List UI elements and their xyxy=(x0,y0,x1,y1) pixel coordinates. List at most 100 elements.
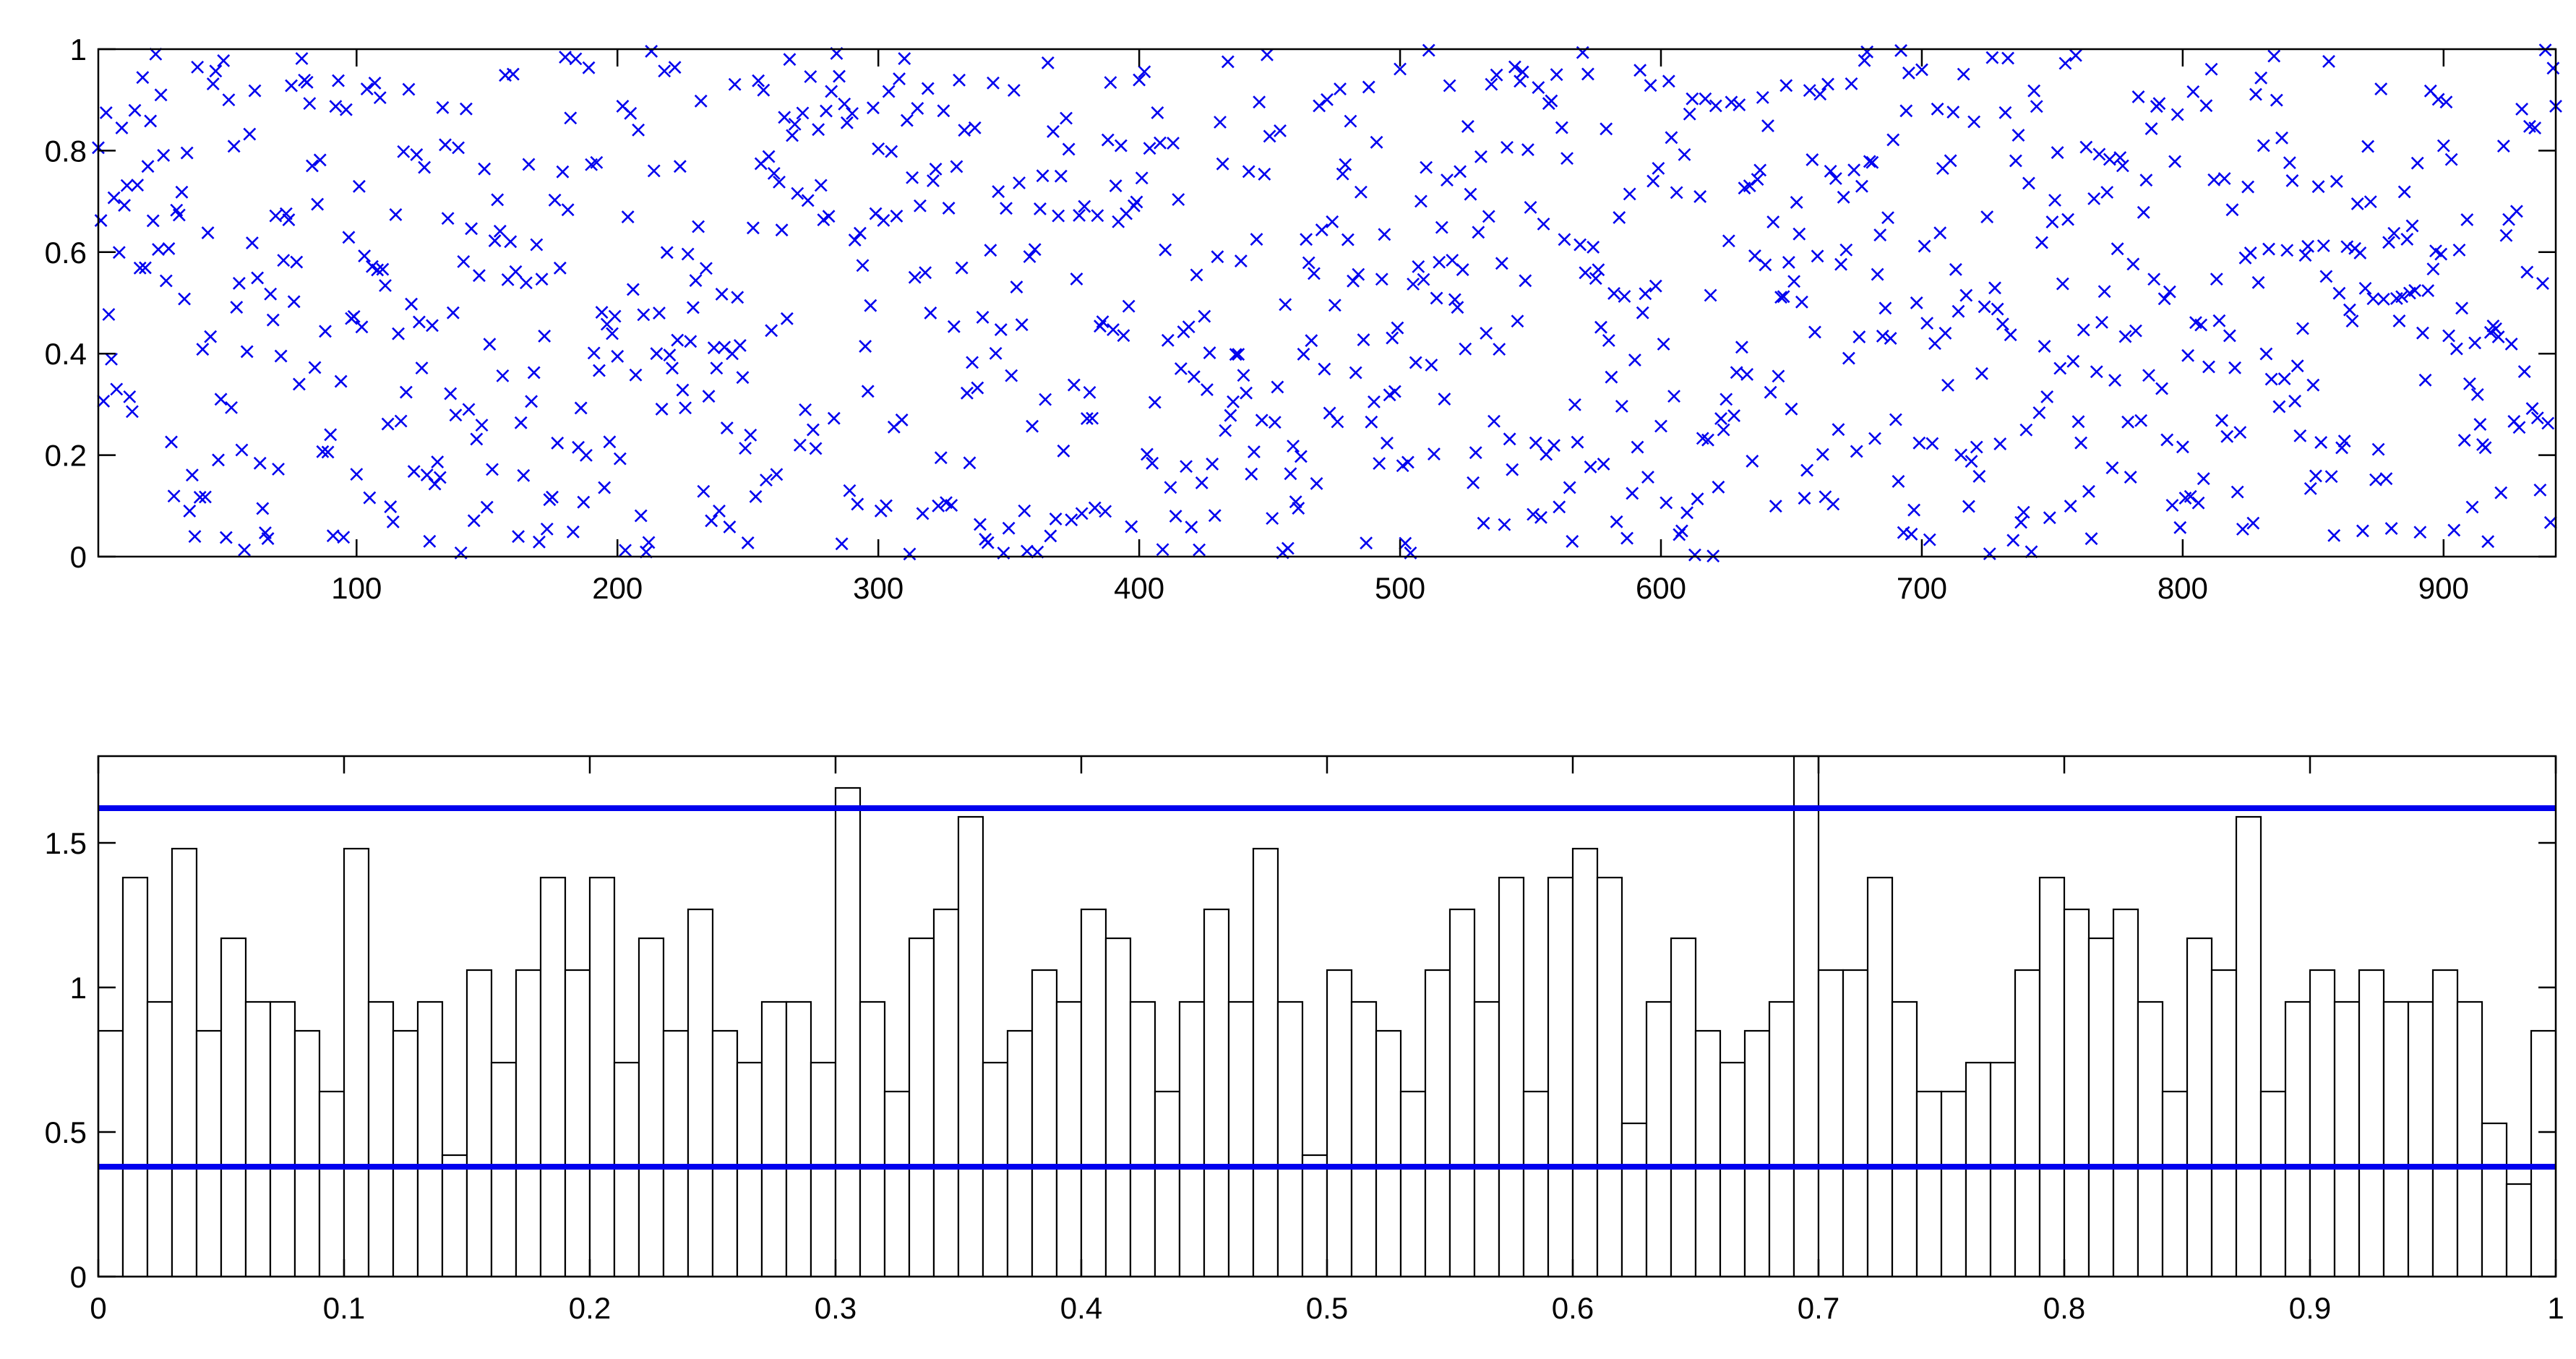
histogram-threshold-lines xyxy=(98,805,2556,1170)
scatter-point xyxy=(2259,347,2273,361)
scatter-point xyxy=(452,141,465,155)
scatter-point xyxy=(2168,155,2181,168)
scatter-point xyxy=(222,93,236,107)
scatter-point xyxy=(1918,239,1931,253)
x-tick-label: 0.3 xyxy=(815,1291,856,1325)
scatter-point xyxy=(246,236,259,249)
histogram-bar xyxy=(1080,908,1107,1278)
scatter-point xyxy=(700,262,713,275)
scatter-point xyxy=(1863,155,1876,168)
scatter-point xyxy=(459,102,473,116)
scatter-point xyxy=(1086,411,1099,425)
scatter-point xyxy=(1172,193,1185,206)
scatter-point xyxy=(509,265,523,278)
scatter-point xyxy=(1454,165,1467,179)
scatter-point xyxy=(2009,154,2022,168)
scatter-point xyxy=(219,531,233,544)
histogram-bar xyxy=(539,876,567,1278)
scatter-point xyxy=(1983,547,1996,561)
scatter-point xyxy=(2478,441,2492,455)
scatter-point xyxy=(1641,471,1654,484)
scatter-point xyxy=(1498,518,1511,531)
scatter-point xyxy=(2457,434,2471,447)
scatter-point xyxy=(1015,318,1029,332)
scatter-point xyxy=(1884,332,1897,346)
scatter-point xyxy=(624,106,637,120)
scatter-point xyxy=(1834,257,1847,271)
scatter-point xyxy=(1399,536,1412,550)
scatter-point xyxy=(1467,476,1480,489)
scatter-point xyxy=(835,537,849,551)
scatter-point xyxy=(2152,97,2166,111)
scatter-point xyxy=(1026,419,1039,433)
scatter-point xyxy=(895,413,909,426)
scatter-point xyxy=(1686,92,1699,106)
scatter-point xyxy=(1803,84,1816,98)
scatter-point xyxy=(1866,155,1879,169)
x-tick-label: 600 xyxy=(1636,571,1686,605)
scatter-point xyxy=(191,60,205,74)
scatter-point xyxy=(799,403,812,416)
histogram-bar xyxy=(1793,755,1820,1278)
scatter-point xyxy=(1433,255,1446,269)
scatter-point xyxy=(1414,194,1427,208)
scatter-point xyxy=(1813,87,1827,101)
histogram-bar xyxy=(1227,1000,1255,1278)
scatter-point xyxy=(402,82,416,96)
scatter-point xyxy=(2244,246,2257,260)
scatter-point xyxy=(1023,250,1036,263)
scatter-point xyxy=(428,477,442,491)
scatter-point xyxy=(637,308,651,322)
scatter-point xyxy=(739,442,752,455)
scatter-point xyxy=(697,484,710,498)
scatter-point xyxy=(253,456,267,470)
scatter-point xyxy=(1980,210,1994,223)
scatter-point xyxy=(1993,437,2007,450)
scatter-point xyxy=(801,194,815,207)
histogram-bar xyxy=(1448,908,1476,1278)
scatter-point xyxy=(655,403,669,416)
histogram-bar xyxy=(957,815,984,1278)
histogram-bar xyxy=(1522,1090,1550,1278)
histogram-bar xyxy=(662,1029,690,1278)
scatter-point xyxy=(2144,122,2158,135)
scatter-point xyxy=(2025,545,2038,559)
scatter-point xyxy=(1221,55,1235,69)
scatter-point xyxy=(1007,84,1021,97)
scatter-point xyxy=(313,153,327,167)
scatter-point xyxy=(1101,133,1115,147)
scatter-point xyxy=(2408,283,2422,297)
scatter-point xyxy=(238,543,252,557)
scatter-point xyxy=(470,432,484,446)
scatter-point xyxy=(1879,301,1892,315)
scatter-point xyxy=(1182,320,1195,334)
scatter-point xyxy=(747,221,760,235)
scatter-point xyxy=(1368,395,1381,408)
scatter-point xyxy=(1756,90,1769,104)
scatter-point xyxy=(2379,472,2393,486)
scatter-point xyxy=(1237,369,1250,382)
scatter-point xyxy=(1073,209,1086,222)
scatter-point xyxy=(1036,169,1049,183)
scatter-point xyxy=(2022,176,2035,190)
scatter-point xyxy=(992,185,1005,199)
scatter-point xyxy=(546,490,559,504)
scatter-point xyxy=(2395,290,2408,304)
scatter-point xyxy=(1219,424,1232,437)
scatter-point xyxy=(1091,209,1104,223)
scatter-point xyxy=(760,473,773,487)
scatter-point xyxy=(681,247,695,261)
scatter-point xyxy=(2147,273,2161,286)
scatter-point xyxy=(1618,290,1631,303)
scatter-point xyxy=(1991,302,2004,316)
scatter-point xyxy=(1764,385,1777,399)
scatter-point xyxy=(1159,243,1172,257)
x-tick-label: 0.5 xyxy=(1306,1291,1348,1325)
scatter-point xyxy=(2061,213,2074,226)
scatter-point xyxy=(1607,287,1620,300)
scatter-point xyxy=(1975,366,1988,380)
scatter-point xyxy=(475,419,489,432)
scatter-point xyxy=(1759,258,1772,272)
scatter-point xyxy=(373,91,387,105)
scatter-point xyxy=(2377,293,2390,306)
